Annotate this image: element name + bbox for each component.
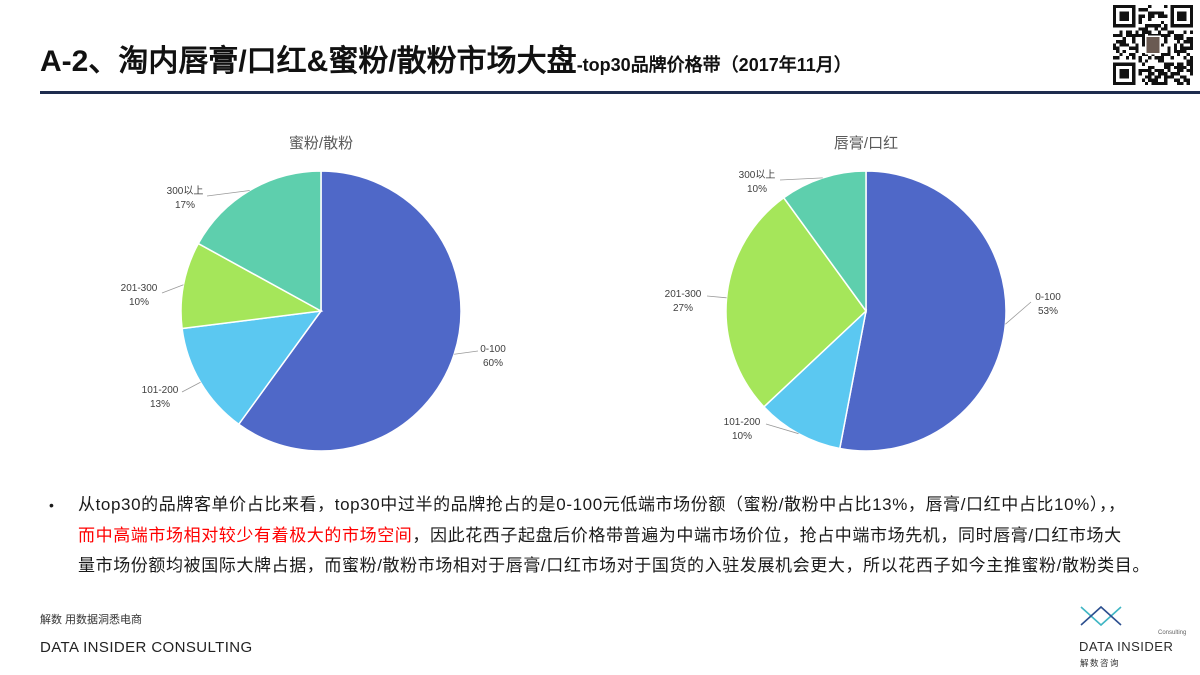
loose-powder-category-label-101-200: 101-200 (142, 385, 179, 396)
lipstick-percent-label-101-200: 10% (732, 431, 752, 442)
logo-chinese-name: 解数咨询 (1080, 658, 1120, 668)
lipstick-leader-line-201-300 (706, 295, 727, 299)
qr-center-photo (1144, 35, 1162, 55)
loose-powder-percent-label-300-plus: 17% (175, 200, 195, 211)
lipstick-chart-title: 唇膏/口红 (834, 135, 898, 152)
loose-powder-chart-title: 蜜粉/散粉 (289, 135, 353, 152)
data-insider-logo-mark-icon (1080, 605, 1122, 627)
lipstick-slice-101-200 (762, 308, 868, 450)
qr-code-image (1113, 5, 1193, 85)
bullet-line-2: 而中高端市场相对较少有着极大的市场空间，因此花西子起盘后价格带普遍为中端市场价位… (78, 526, 1122, 546)
lipstick-category-label-101-200: 101-200 (724, 417, 761, 428)
bullet-line-3: 量市场份额均被国际大牌占据，而蜜粉/散粉市场相对于唇膏/口红市场对于国货的入驻发… (78, 556, 1150, 575)
slide-title: A-2、淘内唇膏/口红&蜜粉/散粉市场大盘-top30品牌价格带（2017年11… (40, 44, 852, 80)
loose-powder-percent-label-0-100: 60% (483, 358, 503, 369)
loose-powder-slice-201-300 (180, 242, 324, 330)
lipstick-pie-slices (725, 170, 1007, 452)
lipstick-percent-label-0-100: 53% (1038, 306, 1058, 317)
footer-tagline: 解数 用数据洞悉电商 (40, 614, 143, 626)
slide-title-subtitle: -top30品牌价格带（2017年11月） (576, 55, 852, 75)
loose-powder-slice-300-plus (197, 170, 322, 313)
lipstick-category-label-201-300: 201-300 (665, 289, 702, 300)
loose-powder-leader-line-300-plus (206, 190, 250, 197)
lipstick-category-label-0-100: 0-100 (1035, 292, 1061, 303)
loose-powder-data-labels: 0-100 60% 101-200 13% 201-300 10% 300以上 17% (121, 185, 507, 410)
loose-powder-percent-label-201-300: 10% (129, 297, 149, 308)
lipstick-leader-line-101-200 (765, 423, 799, 435)
lipstick-percent-label-201-300: 27% (673, 303, 693, 314)
loose-powder-category-label-300-plus: 300以上 (167, 185, 204, 197)
loose-powder-percent-label-101-200: 13% (150, 399, 170, 410)
bullet-line-2-text: ，因此花西子起盘后价格带普遍为中端市场价位，抢占中端市场先机，同时唇膏/口红市场… (412, 526, 1122, 545)
lipstick-data-labels: 0-100 53% 101-200 10% 201-300 27% 300以上 10% (665, 169, 1062, 442)
loose-powder-leader-line-101-200 (181, 381, 201, 393)
lipstick-slice-201-300 (725, 196, 867, 408)
lipstick-pie-chart: 唇膏/口红 0-100 53% 101-200 10% 201-300 27% 300以上 10… (665, 135, 1062, 452)
logo-mark-blue-stroke (1080, 605, 1122, 626)
lipstick-slice-300-plus (782, 170, 867, 314)
slide-title-main: A-2、淘内唇膏/口红&蜜粉/散粉市场大盘 (40, 45, 577, 78)
loose-powder-pie-slices (180, 170, 462, 452)
qr-modules (1113, 5, 1193, 85)
bullet-dot-icon: • (49, 497, 54, 513)
footer-company-name: DATA INSIDER CONSULTING (40, 639, 253, 656)
logo-wordmark: DATA INSIDER (1079, 639, 1173, 654)
loose-powder-category-label-201-300: 201-300 (121, 283, 158, 294)
bullet-line-1: 从top30的品牌客单价占比来看，top30中过半的品牌抢占的是0-100元低端… (78, 495, 1126, 514)
lipstick-percent-label-300-plus: 10% (747, 184, 767, 195)
loose-powder-leader-line-201-300 (161, 284, 184, 294)
data-insider-logo: Consulting DATA INSIDER 解数咨询 (1079, 605, 1186, 668)
loose-powder-category-label-0-100: 0-100 (480, 344, 506, 355)
lipstick-category-label-300-plus: 300以上 (739, 169, 776, 181)
loose-powder-leader-line-0-100 (454, 350, 479, 355)
title-underline (40, 91, 1200, 94)
bullet-highlight-text: 而中高端市场相对较少有着极大的市场空间 (78, 526, 413, 545)
pie-charts-area: 蜜粉/散粉 0-100 60% 101-200 13% 201-300 10% 300以上 17… (121, 135, 1062, 452)
loose-powder-pie-chart: 蜜粉/散粉 0-100 60% 101-200 13% 201-300 10% 300以上 17… (121, 135, 507, 452)
logo-consulting-tag: Consulting (1158, 630, 1186, 636)
lipstick-leader-line-0-100 (1005, 301, 1032, 325)
lipstick-leader-line-300-plus (779, 177, 823, 181)
logo-mark-teal-stroke (1080, 606, 1122, 627)
